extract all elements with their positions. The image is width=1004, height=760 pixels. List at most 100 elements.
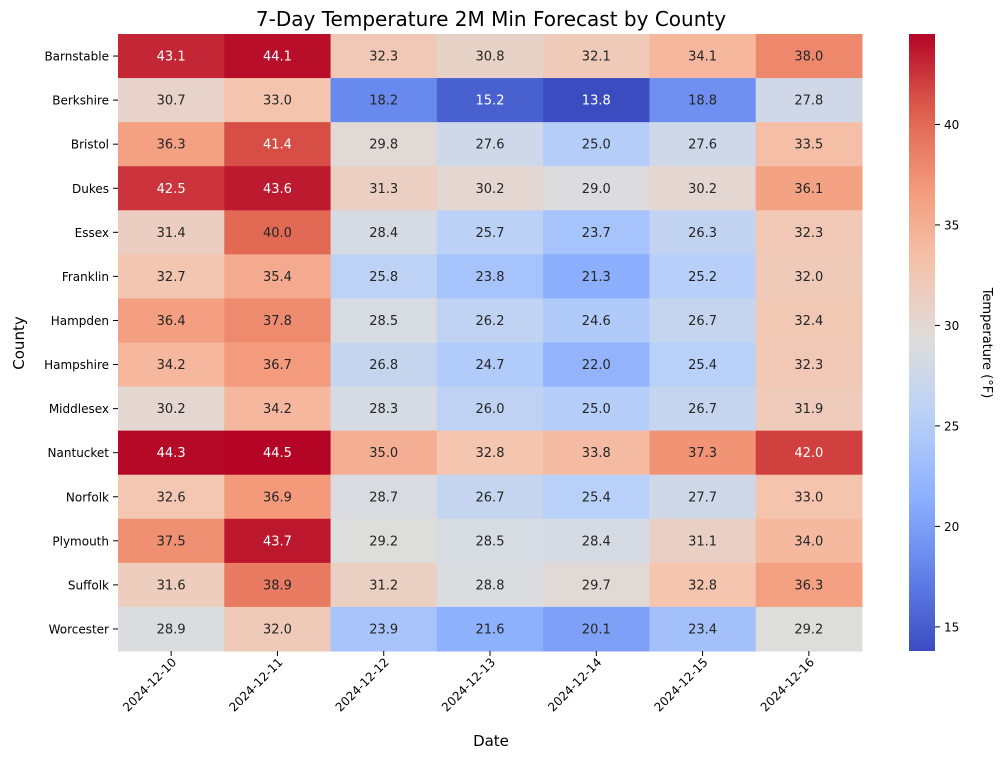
heatmap-cell xyxy=(224,210,332,255)
cell-value-label: 32.0 xyxy=(794,270,823,285)
cell-value-label: 41.4 xyxy=(263,138,292,153)
cell-value-label: 25.0 xyxy=(582,138,611,153)
heatmap-cell xyxy=(755,210,863,255)
cell-value-label: 37.5 xyxy=(157,534,186,549)
heatmap-cell xyxy=(224,606,332,652)
heatmap-cell xyxy=(330,78,438,123)
heatmap-cell xyxy=(436,254,544,299)
heatmap-cell xyxy=(330,430,438,476)
y-tick-label: Essex xyxy=(75,226,109,240)
cell-value-label: 26.7 xyxy=(476,490,505,505)
x-tick-label: 2024-12-16 xyxy=(758,655,817,714)
heatmap-cell xyxy=(436,562,544,608)
heatmap-cell xyxy=(330,254,438,299)
cell-value-label: 27.6 xyxy=(476,138,505,153)
heatmap-cell xyxy=(224,386,332,432)
x-tick-label: 2024-12-11 xyxy=(226,655,285,714)
cell-value-label: 25.8 xyxy=(369,270,398,285)
y-tick-label: Bristol xyxy=(71,138,109,152)
heatmap-cell xyxy=(543,606,650,652)
cell-value-label: 37.3 xyxy=(688,446,717,461)
colorbar: 15 20 25 30 35 40 xyxy=(909,34,959,651)
cell-value-label: 26.3 xyxy=(688,226,717,241)
heatmap-cell xyxy=(330,166,438,211)
heatmap-cell xyxy=(543,562,650,608)
cell-value-label: 32.6 xyxy=(157,490,186,505)
cell-value-label: 29.2 xyxy=(369,534,398,549)
heatmap-cell xyxy=(118,210,225,255)
x-tick-label: 2024-12-13 xyxy=(439,655,498,714)
heatmap-cell xyxy=(436,210,544,255)
colorbar-tick-label: 40 xyxy=(944,118,959,132)
cell-value-label: 30.8 xyxy=(476,50,505,65)
heatmap-cell xyxy=(755,342,863,388)
cell-value-label: 30.7 xyxy=(157,94,186,109)
y-tick-label: Barnstable xyxy=(44,50,109,64)
cell-value-label: 29.8 xyxy=(369,138,398,153)
cell-value-label: 23.9 xyxy=(369,622,398,637)
cell-value-label: 28.4 xyxy=(582,534,611,549)
cell-value-label: 43.1 xyxy=(157,50,186,65)
cell-value-label: 28.4 xyxy=(369,226,398,241)
heatmap-cell xyxy=(543,474,650,520)
cell-value-label: 25.4 xyxy=(582,490,611,505)
x-axis-label: Date xyxy=(473,732,509,750)
cell-value-label: 26.7 xyxy=(688,402,717,417)
cell-value-label: 43.6 xyxy=(263,182,292,197)
heatmap-cell xyxy=(224,474,332,520)
cell-value-label: 28.5 xyxy=(476,534,505,549)
heatmap-cell xyxy=(649,166,757,211)
cell-value-label: 32.8 xyxy=(476,446,505,461)
cell-value-label: 18.8 xyxy=(688,94,717,109)
cell-value-label: 36.9 xyxy=(263,490,292,505)
heatmap-cell xyxy=(755,606,863,652)
cell-value-label: 33.5 xyxy=(794,138,823,153)
heatmap-cell xyxy=(330,474,438,520)
heatmap-cell xyxy=(330,606,438,652)
cell-value-label: 32.0 xyxy=(263,622,292,637)
heatmap-cell xyxy=(330,562,438,608)
heatmap-cell xyxy=(649,606,757,652)
heatmap-cell xyxy=(755,298,863,343)
heatmap-cell xyxy=(118,254,225,299)
cell-value-label: 42.0 xyxy=(794,446,823,461)
heatmap-cell xyxy=(224,342,332,388)
y-tick-label: Plymouth xyxy=(52,534,109,548)
heatmap-cell xyxy=(436,34,544,79)
cell-value-label: 42.5 xyxy=(157,182,186,197)
y-tick-label: Suffolk xyxy=(68,578,109,592)
cell-value-label: 32.8 xyxy=(688,578,717,593)
cell-value-label: 31.3 xyxy=(369,182,398,197)
y-tick-label: Nantucket xyxy=(48,446,110,460)
heatmap-cell xyxy=(755,474,863,520)
heatmap-cell xyxy=(436,474,544,520)
cell-value-label: 36.7 xyxy=(263,358,292,373)
heatmap-cell xyxy=(224,298,332,343)
colorbar-tick-label: 35 xyxy=(944,218,959,232)
cell-value-label: 25.2 xyxy=(688,270,717,285)
y-axis-ticks: Barnstable Berkshire Bristol Dukes Essex Fran… xyxy=(44,50,118,636)
cell-value-label: 32.7 xyxy=(157,270,186,285)
y-tick-label: Hampshire xyxy=(44,358,109,372)
chart-title: 7-Day Temperature 2M Min Forecast by Cou… xyxy=(256,7,726,31)
heatmap-cell xyxy=(649,518,757,564)
heatmap-cell xyxy=(224,562,332,608)
heatmap-cell xyxy=(649,430,757,476)
heatmap-cell xyxy=(330,298,438,343)
heatmap-cell xyxy=(118,298,225,343)
x-tick-label: 2024-12-12 xyxy=(333,655,392,714)
cell-value-label: 27.8 xyxy=(794,94,823,109)
cell-value-label: 30.2 xyxy=(688,182,717,197)
colorbar-gradient xyxy=(909,34,935,651)
cell-value-label: 26.0 xyxy=(476,402,505,417)
cell-value-label: 24.7 xyxy=(476,358,505,373)
heatmap-cell xyxy=(436,430,544,476)
cell-value-label: 36.4 xyxy=(157,314,186,329)
heatmap-cell xyxy=(118,342,225,388)
heatmap-cell xyxy=(118,474,225,520)
cell-value-label: 27.7 xyxy=(688,490,717,505)
cell-value-label: 22.0 xyxy=(582,358,611,373)
cell-value-label: 28.5 xyxy=(369,314,398,329)
heatmap-cell xyxy=(755,78,863,123)
